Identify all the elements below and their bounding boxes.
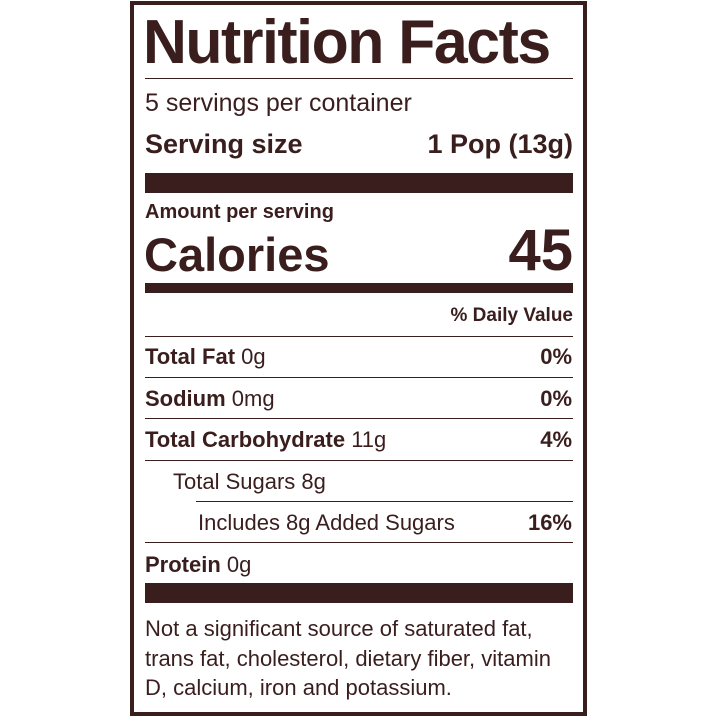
- nutrient-name: Sodium: [145, 386, 226, 411]
- title-divider: [145, 78, 573, 79]
- nutrient-dv: 0%: [540, 344, 572, 369]
- divider: [145, 418, 573, 419]
- nutrient-added-sugars: Includes 8g Added Sugars: [198, 510, 455, 535]
- nutrition-label-border: [130, 1, 587, 716]
- serving-size-value: 1 Pop (13g): [427, 129, 573, 159]
- nutrient-row-protein: Protein 0g: [145, 554, 251, 576]
- label-title: Nutrition Facts: [143, 8, 551, 77]
- serving-size-label: Serving size: [145, 129, 303, 159]
- divider: [145, 460, 573, 461]
- calories-label: Calories: [144, 228, 330, 281]
- divider: [145, 336, 573, 337]
- divider: [145, 542, 573, 543]
- medium-divider: [145, 283, 573, 293]
- amount-per-serving: Amount per serving: [145, 201, 334, 223]
- divider: [196, 501, 573, 502]
- nutrient-amount: 0g: [226, 552, 252, 577]
- thick-divider: [145, 583, 573, 603]
- calories-value: 45: [508, 218, 573, 283]
- nutrient-amount: 11g: [351, 427, 387, 452]
- nutrient-dv: 0%: [540, 386, 572, 411]
- thick-divider: [145, 173, 573, 193]
- footnote-line: Not a significant source of saturated fa…: [145, 616, 533, 641]
- daily-value-header: % Daily Value: [450, 305, 573, 326]
- servings-per-container: 5 servings per container: [145, 89, 412, 117]
- nutrient-name: Total Fat: [145, 344, 236, 369]
- nutrient-name: Total Carbohydrate: [145, 427, 346, 452]
- footnote-line: trans fat, cholesterol, dietary fiber, v…: [145, 646, 551, 671]
- nutrient-dv: 4%: [540, 427, 572, 452]
- footnote-line: D, calcium, iron and potassium.: [145, 675, 452, 700]
- nutrient-amount: 0g: [241, 344, 266, 369]
- nutrient-name: Protein: [145, 552, 221, 577]
- nutrient-total-sugars: Total Sugars 8g: [173, 469, 326, 494]
- divider: [145, 377, 573, 378]
- nutrient-dv: 16%: [527, 510, 572, 535]
- nutrient-amount: 0mg: [231, 386, 275, 411]
